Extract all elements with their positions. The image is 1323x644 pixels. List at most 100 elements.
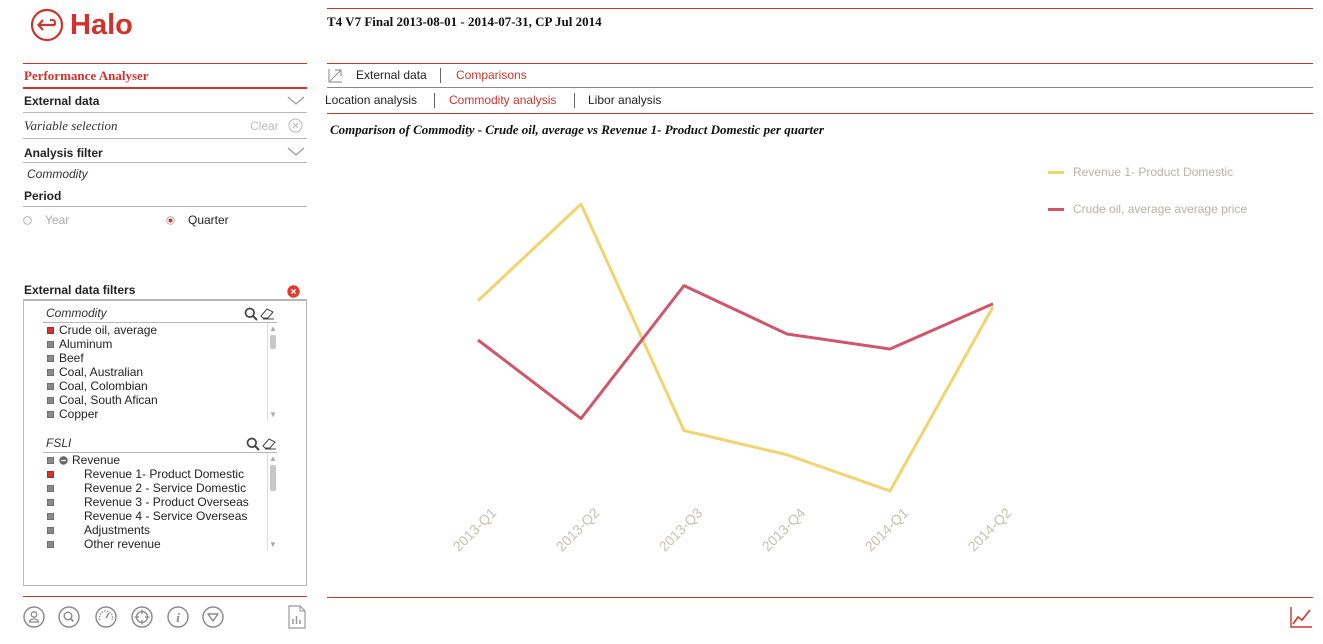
period-quarter-radio[interactable]: Quarter (166, 213, 229, 227)
gauge-icon[interactable] (95, 606, 117, 628)
section-title: Performance Analyser (24, 68, 149, 83)
legend-item-crude-oil[interactable]: Crude oil, average average price (1048, 202, 1247, 216)
scroll-up-icon[interactable]: ▲ (269, 454, 277, 463)
search-circle-icon[interactable] (58, 606, 80, 628)
checkbox-icon (47, 410, 54, 418)
commodity-item-aluminum[interactable]: Aluminum (47, 337, 112, 351)
series-line-revenue[interactable] (476, 202, 995, 493)
checkbox-icon (47, 526, 54, 534)
fsli-item-adjustments[interactable]: Adjustments (47, 523, 150, 537)
tab-libor-analysis[interactable]: Libor analysis (588, 93, 662, 107)
legend-swatch (1048, 207, 1064, 211)
remove-filters-icon[interactable] (287, 285, 300, 298)
list-item-label: Crude oil, average (59, 323, 158, 337)
list-item-label: Revenue 4 - Service Overseas (84, 509, 248, 523)
tab-location-analysis[interactable]: Location analysis (325, 93, 418, 107)
legend-item-revenue[interactable]: Revenue 1- Product Domestic (1048, 165, 1233, 179)
external-data-filters-box (23, 300, 307, 586)
halo-logo: Halo (30, 8, 133, 42)
fsli-item-other-revenue[interactable]: Other revenue (47, 537, 161, 551)
external-data-label: External data (24, 94, 100, 108)
scroll-thumb[interactable] (270, 335, 276, 349)
search-icon[interactable] (244, 307, 258, 321)
x-tick-label: 2013-Q4 (759, 504, 809, 554)
divider (23, 299, 307, 300)
period-year-label: Year (45, 213, 70, 227)
logo-text: Halo (70, 8, 133, 41)
fsli-item-revenue-2[interactable]: Revenue 2 - Service Domestic (47, 481, 246, 495)
tab-commodity-analysis[interactable]: Commodity analysis (449, 93, 557, 107)
checkbox-icon (47, 484, 54, 492)
tab-external-data[interactable]: External data (356, 68, 427, 82)
filter-down-icon[interactable] (202, 606, 224, 628)
list-item-label: Coal, Australian (59, 365, 144, 379)
clear-button[interactable]: Clear (250, 119, 279, 133)
series-line-crude-oil[interactable] (477, 284, 994, 421)
list-item-label: Revenue 3 - Product Overseas (84, 495, 249, 509)
eraser-icon[interactable] (260, 307, 275, 320)
tab-comparisons[interactable]: Comparisons (456, 68, 527, 82)
scroll-down-icon[interactable]: ▼ (269, 540, 277, 549)
tab-separator (574, 93, 575, 108)
radio-unchecked-icon[interactable] (23, 215, 32, 225)
target-icon[interactable] (131, 606, 153, 628)
radio-checked-icon[interactable] (166, 215, 175, 225)
commodity-item-copper[interactable]: Copper (47, 407, 98, 421)
eraser-icon[interactable] (262, 437, 277, 450)
fsli-item-revenue-1[interactable]: Revenue 1- Product Domestic (47, 467, 244, 481)
analysis-filter-accordion[interactable]: Analysis filter (23, 142, 307, 162)
report-icon[interactable] (287, 605, 307, 629)
commodity-item-beef[interactable]: Beef (47, 351, 84, 365)
analysis-filter-value: Commodity (27, 167, 88, 181)
list-item-label: Copper (59, 407, 99, 421)
user-icon[interactable] (23, 606, 45, 628)
commodity-item-coal-south-afican[interactable]: Coal, South Afican (47, 393, 158, 407)
commodity-item-coal-colombian[interactable]: Coal, Colombian (47, 379, 148, 393)
checkbox-icon (47, 456, 54, 464)
tab-separator (440, 68, 441, 83)
halo-logo-icon (30, 8, 64, 42)
x-tick-label: 2013-Q1 (450, 504, 500, 554)
fsli-item-revenue-4[interactable]: Revenue 4 - Service Overseas (47, 509, 247, 523)
analysis-filter-label: Analysis filter (24, 146, 103, 160)
header-top-rule (327, 8, 1313, 9)
legend-swatch (1048, 170, 1064, 174)
left-bottom-rule (23, 596, 307, 597)
chart-title: Comparison of Commodity - Crude oil, ave… (330, 122, 824, 137)
x-tick-label: 2014-Q2 (965, 504, 1015, 554)
search-icon[interactable] (246, 437, 260, 451)
checkbox-icon (47, 382, 54, 390)
info-icon[interactable]: i (167, 606, 189, 628)
list-divider (43, 452, 277, 453)
external-data-filters-label: External data filters (24, 283, 136, 297)
commodity-list-title: Commodity (46, 306, 107, 320)
commodity-item-coal-australian[interactable]: Coal, Australian (47, 365, 143, 379)
tabs-top-rule (327, 63, 1313, 64)
scroll-up-icon[interactable]: ▲ (269, 324, 277, 333)
commodity-item-crude-oil[interactable]: Crude oil, average (47, 323, 157, 337)
checkbox-icon (47, 368, 54, 376)
chevron-down-icon[interactable] (287, 96, 305, 106)
checkbox-selected-icon (47, 326, 54, 334)
scroll-down-icon[interactable]: ▼ (269, 410, 277, 419)
scroll-thumb[interactable] (270, 465, 276, 491)
variable-selection-row: Variable selection Clear (23, 114, 307, 138)
collapse-minus-icon[interactable] (59, 455, 68, 465)
period-quarter-label: Quarter (188, 213, 229, 227)
commodity-scrollbar[interactable]: ▲ ▼ (267, 323, 277, 421)
external-data-accordion[interactable]: External data (23, 90, 307, 112)
clear-icon[interactable] (288, 118, 303, 133)
list-item-label: Other revenue (84, 537, 161, 551)
fsli-scrollbar[interactable]: ▲ ▼ (267, 453, 277, 551)
fsli-parent-revenue[interactable]: Revenue (47, 453, 120, 467)
fsli-item-revenue-3[interactable]: Revenue 3 - Product Overseas (47, 495, 249, 509)
chart-bottom-rule (327, 597, 1313, 598)
chevron-down-icon[interactable] (287, 147, 305, 157)
svg-text:i: i (176, 610, 180, 625)
period-year-radio[interactable]: Year (23, 213, 69, 227)
external-link-icon[interactable] (328, 67, 344, 83)
variable-selection-label: Variable selection (24, 118, 118, 133)
list-item-label: Aluminum (59, 337, 113, 351)
line-chart-icon[interactable] (1289, 605, 1313, 629)
list-item-label: Adjustments (84, 523, 151, 537)
